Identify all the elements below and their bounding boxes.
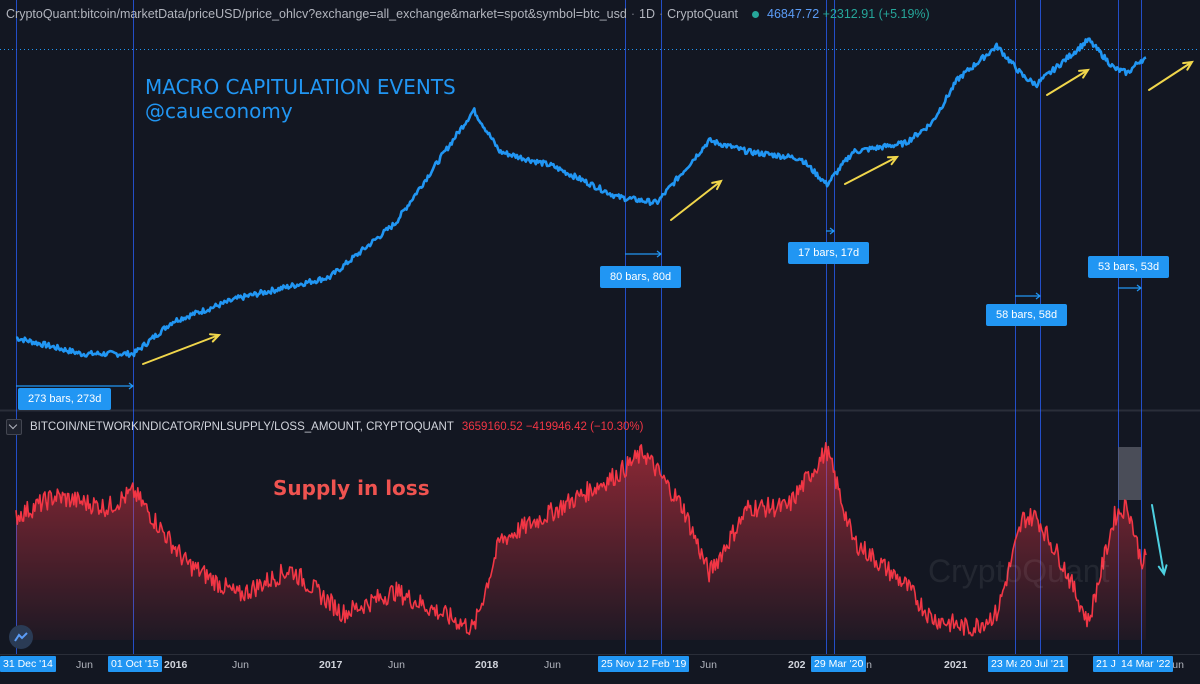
date-tag: 29 Mar '20 (811, 656, 867, 672)
range-measure-arrow (16, 382, 134, 390)
up-trend-arrow (1148, 60, 1194, 91)
axis-tick: 2018 (475, 659, 499, 671)
date-tag: 14 Mar '22 (1118, 656, 1174, 672)
range-measure-arrow (826, 227, 835, 235)
up-trend-arrow (142, 333, 222, 365)
supply-in-loss-area (16, 442, 1146, 640)
supply-in-loss-line (15, 442, 1147, 637)
cloud-icon (14, 632, 28, 642)
range-measure-arrow (1015, 292, 1041, 300)
chart-header: CryptoQuant:bitcoin/marketData/priceUSD/… (6, 7, 930, 21)
date-tag: 31 Dec '14 (0, 656, 56, 672)
title-line1: MACRO CAPITULATION EVENTS (145, 75, 456, 99)
date-tag: 25 Nov (598, 656, 638, 672)
trend-arrows (142, 60, 1194, 577)
range-label-2020[interactable]: 17 bars, 17d (788, 242, 870, 264)
range-measure-arrows (16, 227, 1142, 390)
range-measure-arrow (1118, 284, 1142, 292)
tradingview-logo-button[interactable] (9, 625, 33, 649)
axis-tick: 2016 (164, 659, 188, 671)
date-tag: 23 Ma (988, 656, 1024, 672)
range-label-2015[interactable]: 273 bars, 273d (18, 388, 112, 410)
date-tag: 21 J (1093, 656, 1119, 672)
data-source: CryptoQuant (667, 7, 739, 21)
range-measure-arrow (625, 250, 662, 258)
date-tag: 12 Feb '19 (634, 656, 690, 672)
chart-title: MACRO CAPITULATION EVENTS @caueconomy (145, 75, 456, 123)
market-status-icon (752, 10, 760, 18)
indicator-name[interactable]: BITCOIN/NETWORKINDICATOR/PNLSUPPLY/LOSS_… (30, 421, 454, 433)
symbol-name[interactable]: CryptoQuant:bitcoin/marketData/priceUSD/… (6, 7, 627, 21)
axis-tick: 2017 (319, 659, 343, 671)
watermark: CryptoQuant (928, 553, 1110, 589)
indicator-header: BITCOIN/NETWORKINDICATOR/PNLSUPPLY/LOSS_… (6, 419, 643, 435)
indicator-value: 3659160.52 −419946.42 (−10.30%) (461, 421, 644, 433)
highlight-box (1118, 447, 1141, 500)
title-author: @caueconomy (145, 99, 293, 123)
up-trend-arrow (1046, 68, 1090, 96)
axis-tick: Jun (544, 659, 561, 671)
axis-tick: Jun (76, 659, 93, 671)
axis-tick: Jun (700, 659, 717, 671)
up-trend-arrow (670, 179, 723, 221)
date-tag: 20 Jul '21 (1017, 656, 1068, 672)
interval[interactable]: 1D (639, 7, 655, 21)
date-tag: 01 Oct '15 (108, 656, 162, 672)
price-line (15, 37, 1147, 358)
axis-tick: 202 (788, 659, 806, 671)
last-price: 46847.72 (767, 7, 820, 21)
down-trend-arrow (1151, 504, 1168, 577)
axis-tick: Jun (232, 659, 249, 671)
up-trend-arrow (844, 155, 900, 185)
supply-in-loss-label: Supply in loss (273, 476, 430, 500)
range-label-2019[interactable]: 80 bars, 80d (600, 266, 682, 288)
range-label-2022[interactable]: 53 bars, 53d (1088, 256, 1170, 278)
range-label-2021[interactable]: 58 bars, 58d (986, 304, 1068, 326)
price-change: +2312.91 (+5.19%) (822, 7, 930, 21)
axis-tick: Jun (388, 659, 405, 671)
axis-tick: 2021 (944, 659, 968, 671)
collapse-chevron-icon[interactable] (6, 419, 22, 435)
